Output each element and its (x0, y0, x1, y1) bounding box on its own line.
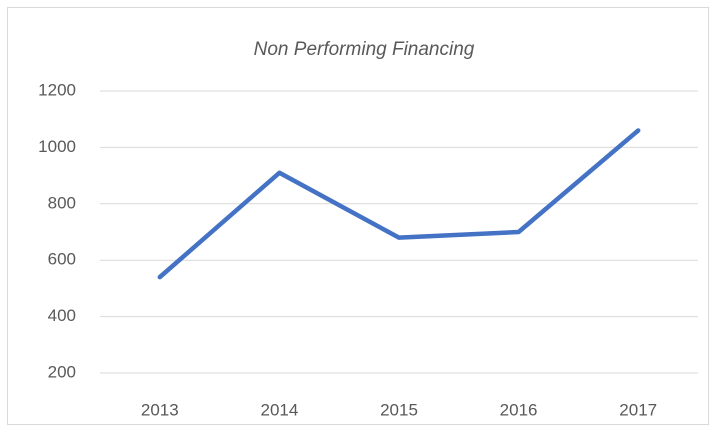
data-line (157, 128, 641, 280)
y-tick-label: 1200 (38, 80, 76, 99)
y-tick-label: 1000 (38, 137, 76, 156)
x-tick-label: 2015 (380, 400, 418, 419)
y-tick-label: 800 (48, 193, 76, 212)
y-tick-label: 400 (48, 306, 76, 325)
x-tick-label: 2017 (619, 400, 657, 419)
x-tick-label: 2014 (260, 400, 298, 419)
x-tick-label: 2016 (500, 400, 538, 419)
x-tick-label: 2013 (141, 400, 179, 419)
y-tick-label: 600 (48, 250, 76, 269)
chart-title: Non Performing Financing (254, 39, 475, 60)
y-tick-label: 200 (48, 362, 76, 381)
